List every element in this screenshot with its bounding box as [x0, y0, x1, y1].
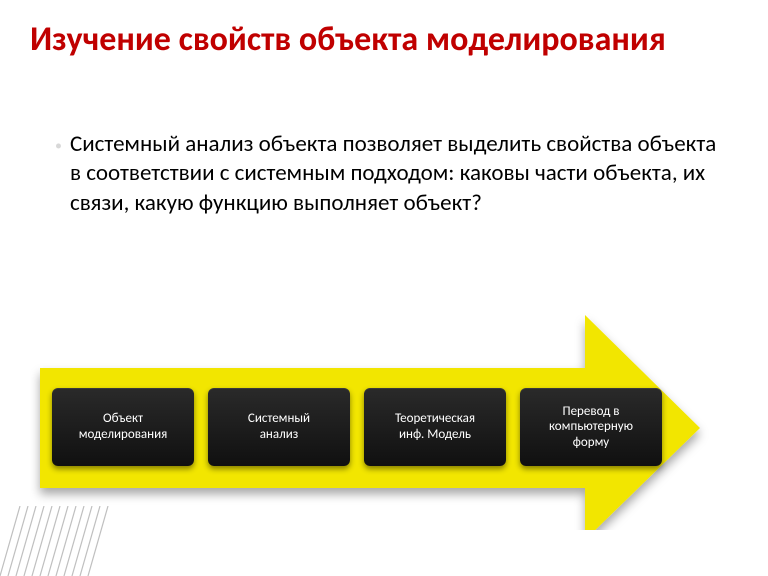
slide-title: Изучение свойств объекта моделирования [30, 20, 738, 59]
bullet-item: • Системный анализ объекта позволяет выд… [55, 130, 728, 218]
process-arrow: Объект моделирования Системный анализ Те… [30, 310, 710, 530]
body-text-block: • Системный анализ объекта позволяет выд… [55, 130, 728, 218]
step-box: Перевод в компьютерную форму [520, 388, 662, 466]
step-box: Объект моделирования [52, 388, 194, 466]
slide: Изучение свойств объекта моделирования •… [0, 0, 768, 576]
process-steps: Объект моделирования Системный анализ Те… [52, 388, 662, 466]
body-paragraph: Системный анализ объекта позволяет выдел… [70, 130, 728, 218]
bullet-icon: • [55, 137, 62, 155]
step-box: Системный анализ [208, 388, 350, 466]
step-box: Теоретическая инф. Модель [364, 388, 506, 466]
corner-hatch-icon [0, 506, 115, 576]
